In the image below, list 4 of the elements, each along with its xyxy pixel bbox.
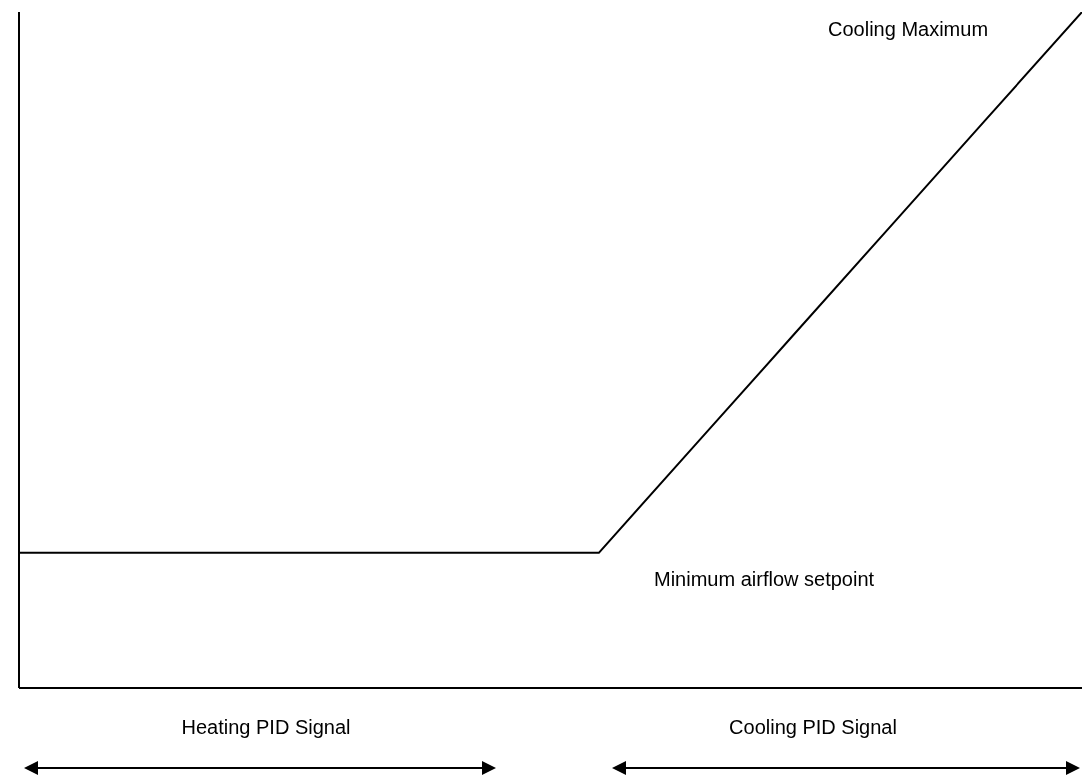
text: Cooling PID Signal bbox=[728, 716, 898, 739]
text: Heating PID Signal bbox=[180, 716, 352, 739]
annotation: Cooling Maximum bbox=[828, 18, 990, 41]
annotation: Minimum airflow setpoint bbox=[654, 568, 876, 591]
